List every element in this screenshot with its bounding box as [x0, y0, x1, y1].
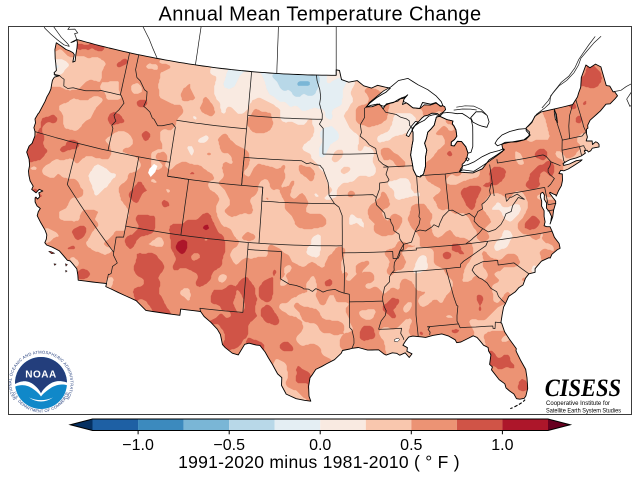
- svg-text:−0.5: −0.5: [213, 437, 245, 454]
- svg-text:0.0: 0.0: [309, 437, 331, 454]
- svg-text:−1.0: −1.0: [122, 437, 154, 454]
- svg-text:NOAA: NOAA: [25, 370, 56, 381]
- svg-text:Annual Mean Temperature Change: Annual Mean Temperature Change: [159, 4, 482, 26]
- svg-text:0.5: 0.5: [400, 437, 422, 454]
- svg-text:CISESS: CISESS: [545, 375, 621, 402]
- svg-text:1.0: 1.0: [491, 437, 513, 454]
- svg-text:1991-2020 minus 1981-2010 ( °: 1991-2020 minus 1981-2010 ( ° F ): [178, 452, 460, 472]
- svg-text:Cooperative Institute for: Cooperative Institute for: [546, 400, 610, 407]
- svg-text:Satellite Earth System Studies: Satellite Earth System Studies: [546, 407, 621, 414]
